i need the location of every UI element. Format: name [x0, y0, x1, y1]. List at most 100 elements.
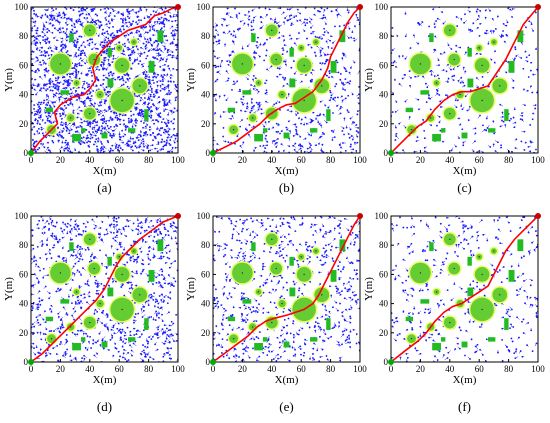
tree-node	[112, 58, 115, 60]
tree-node	[47, 114, 50, 117]
tree-node	[169, 53, 172, 56]
tree-node	[109, 125, 112, 128]
tree-node	[45, 136, 47, 139]
tree-node	[75, 20, 78, 23]
tree-node	[88, 67, 91, 70]
tree-node	[280, 130, 283, 133]
tree-node	[66, 146, 69, 149]
tree-node	[119, 118, 122, 121]
tree-node	[161, 83, 164, 86]
tree-node	[125, 73, 128, 76]
tree-node	[105, 110, 108, 112]
tree-node	[77, 48, 80, 51]
tree-node	[263, 125, 266, 128]
tree-node	[100, 125, 103, 128]
tree-node	[320, 54, 323, 57]
tree-node	[172, 111, 175, 114]
tree-node	[160, 141, 163, 144]
tree-node	[330, 35, 332, 38]
tree-node	[38, 111, 41, 114]
tree-node	[152, 139, 155, 142]
tree-node	[282, 60, 285, 63]
tree-node	[160, 49, 163, 52]
tree-node	[66, 143, 68, 146]
tree-node	[139, 33, 142, 36]
tree-node	[279, 108, 281, 111]
tree-node	[152, 34, 155, 37]
tree-node	[283, 21, 285, 24]
tree-node	[298, 32, 300, 35]
tree-node	[321, 143, 324, 146]
tree-node	[164, 47, 167, 50]
tree-node	[236, 80, 239, 83]
tree-node	[130, 67, 133, 70]
tree-node	[42, 39, 45, 42]
tree-node	[319, 100, 322, 103]
tree-node	[80, 50, 83, 53]
tree-node	[169, 139, 172, 142]
tree-node	[222, 127, 225, 129]
x-tick-label: 40	[85, 155, 95, 165]
tree-node	[65, 33, 68, 36]
tree-node	[275, 122, 278, 125]
tree-node	[37, 83, 40, 85]
tree-node	[99, 43, 102, 46]
tree-node	[100, 41, 103, 44]
tree-node	[340, 146, 342, 149]
tree-node	[282, 76, 284, 79]
tree-node	[163, 103, 166, 105]
tree-node	[266, 144, 268, 147]
tree-node	[91, 136, 94, 139]
tree-node	[46, 9, 49, 11]
tree-node	[128, 121, 130, 124]
tree-node	[117, 11, 120, 13]
tree-node	[173, 38, 175, 41]
tree-node	[303, 150, 306, 153]
tree-node	[87, 123, 89, 126]
tree-node	[121, 149, 124, 151]
tree-node	[139, 112, 141, 115]
tree-node	[135, 106, 138, 109]
tree-node	[167, 150, 169, 153]
tree-node	[60, 107, 62, 109]
tree-node	[101, 127, 104, 130]
tree-node	[146, 55, 149, 57]
tree-node	[248, 18, 250, 21]
tree-node	[51, 80, 54, 83]
tree-node	[49, 115, 52, 118]
tree-node	[126, 8, 129, 11]
tree-node	[173, 33, 176, 36]
tree-node	[243, 22, 246, 25]
tree-node	[102, 67, 104, 70]
tree-node	[162, 19, 165, 22]
tree-node	[319, 68, 322, 71]
tree-node	[167, 80, 170, 83]
tree-node	[118, 75, 121, 78]
tree-node	[319, 62, 322, 65]
tree-node	[33, 88, 36, 91]
tree-node	[94, 43, 97, 46]
tree-node	[44, 13, 47, 16]
tree-node	[70, 18, 73, 20]
tree-node	[97, 113, 100, 116]
obstacle-center	[69, 117, 72, 119]
tree-node	[245, 107, 248, 110]
tree-node	[36, 15, 39, 18]
tree-node	[126, 142, 129, 145]
tree-node	[65, 147, 67, 150]
tree-node	[102, 74, 105, 77]
tree-node	[239, 27, 241, 30]
tree-node	[319, 136, 321, 139]
tree-node	[156, 84, 159, 87]
tree-node	[140, 131, 142, 133]
tree-node	[112, 54, 115, 57]
tree-node	[310, 26, 312, 29]
tree-node	[264, 7, 267, 10]
tree-node	[96, 108, 99, 111]
tree-node	[339, 78, 342, 81]
tree-node	[58, 11, 61, 14]
tree-node	[164, 13, 166, 16]
tree-node	[49, 47, 52, 49]
tree-node	[317, 121, 320, 124]
tree-node	[328, 72, 331, 75]
